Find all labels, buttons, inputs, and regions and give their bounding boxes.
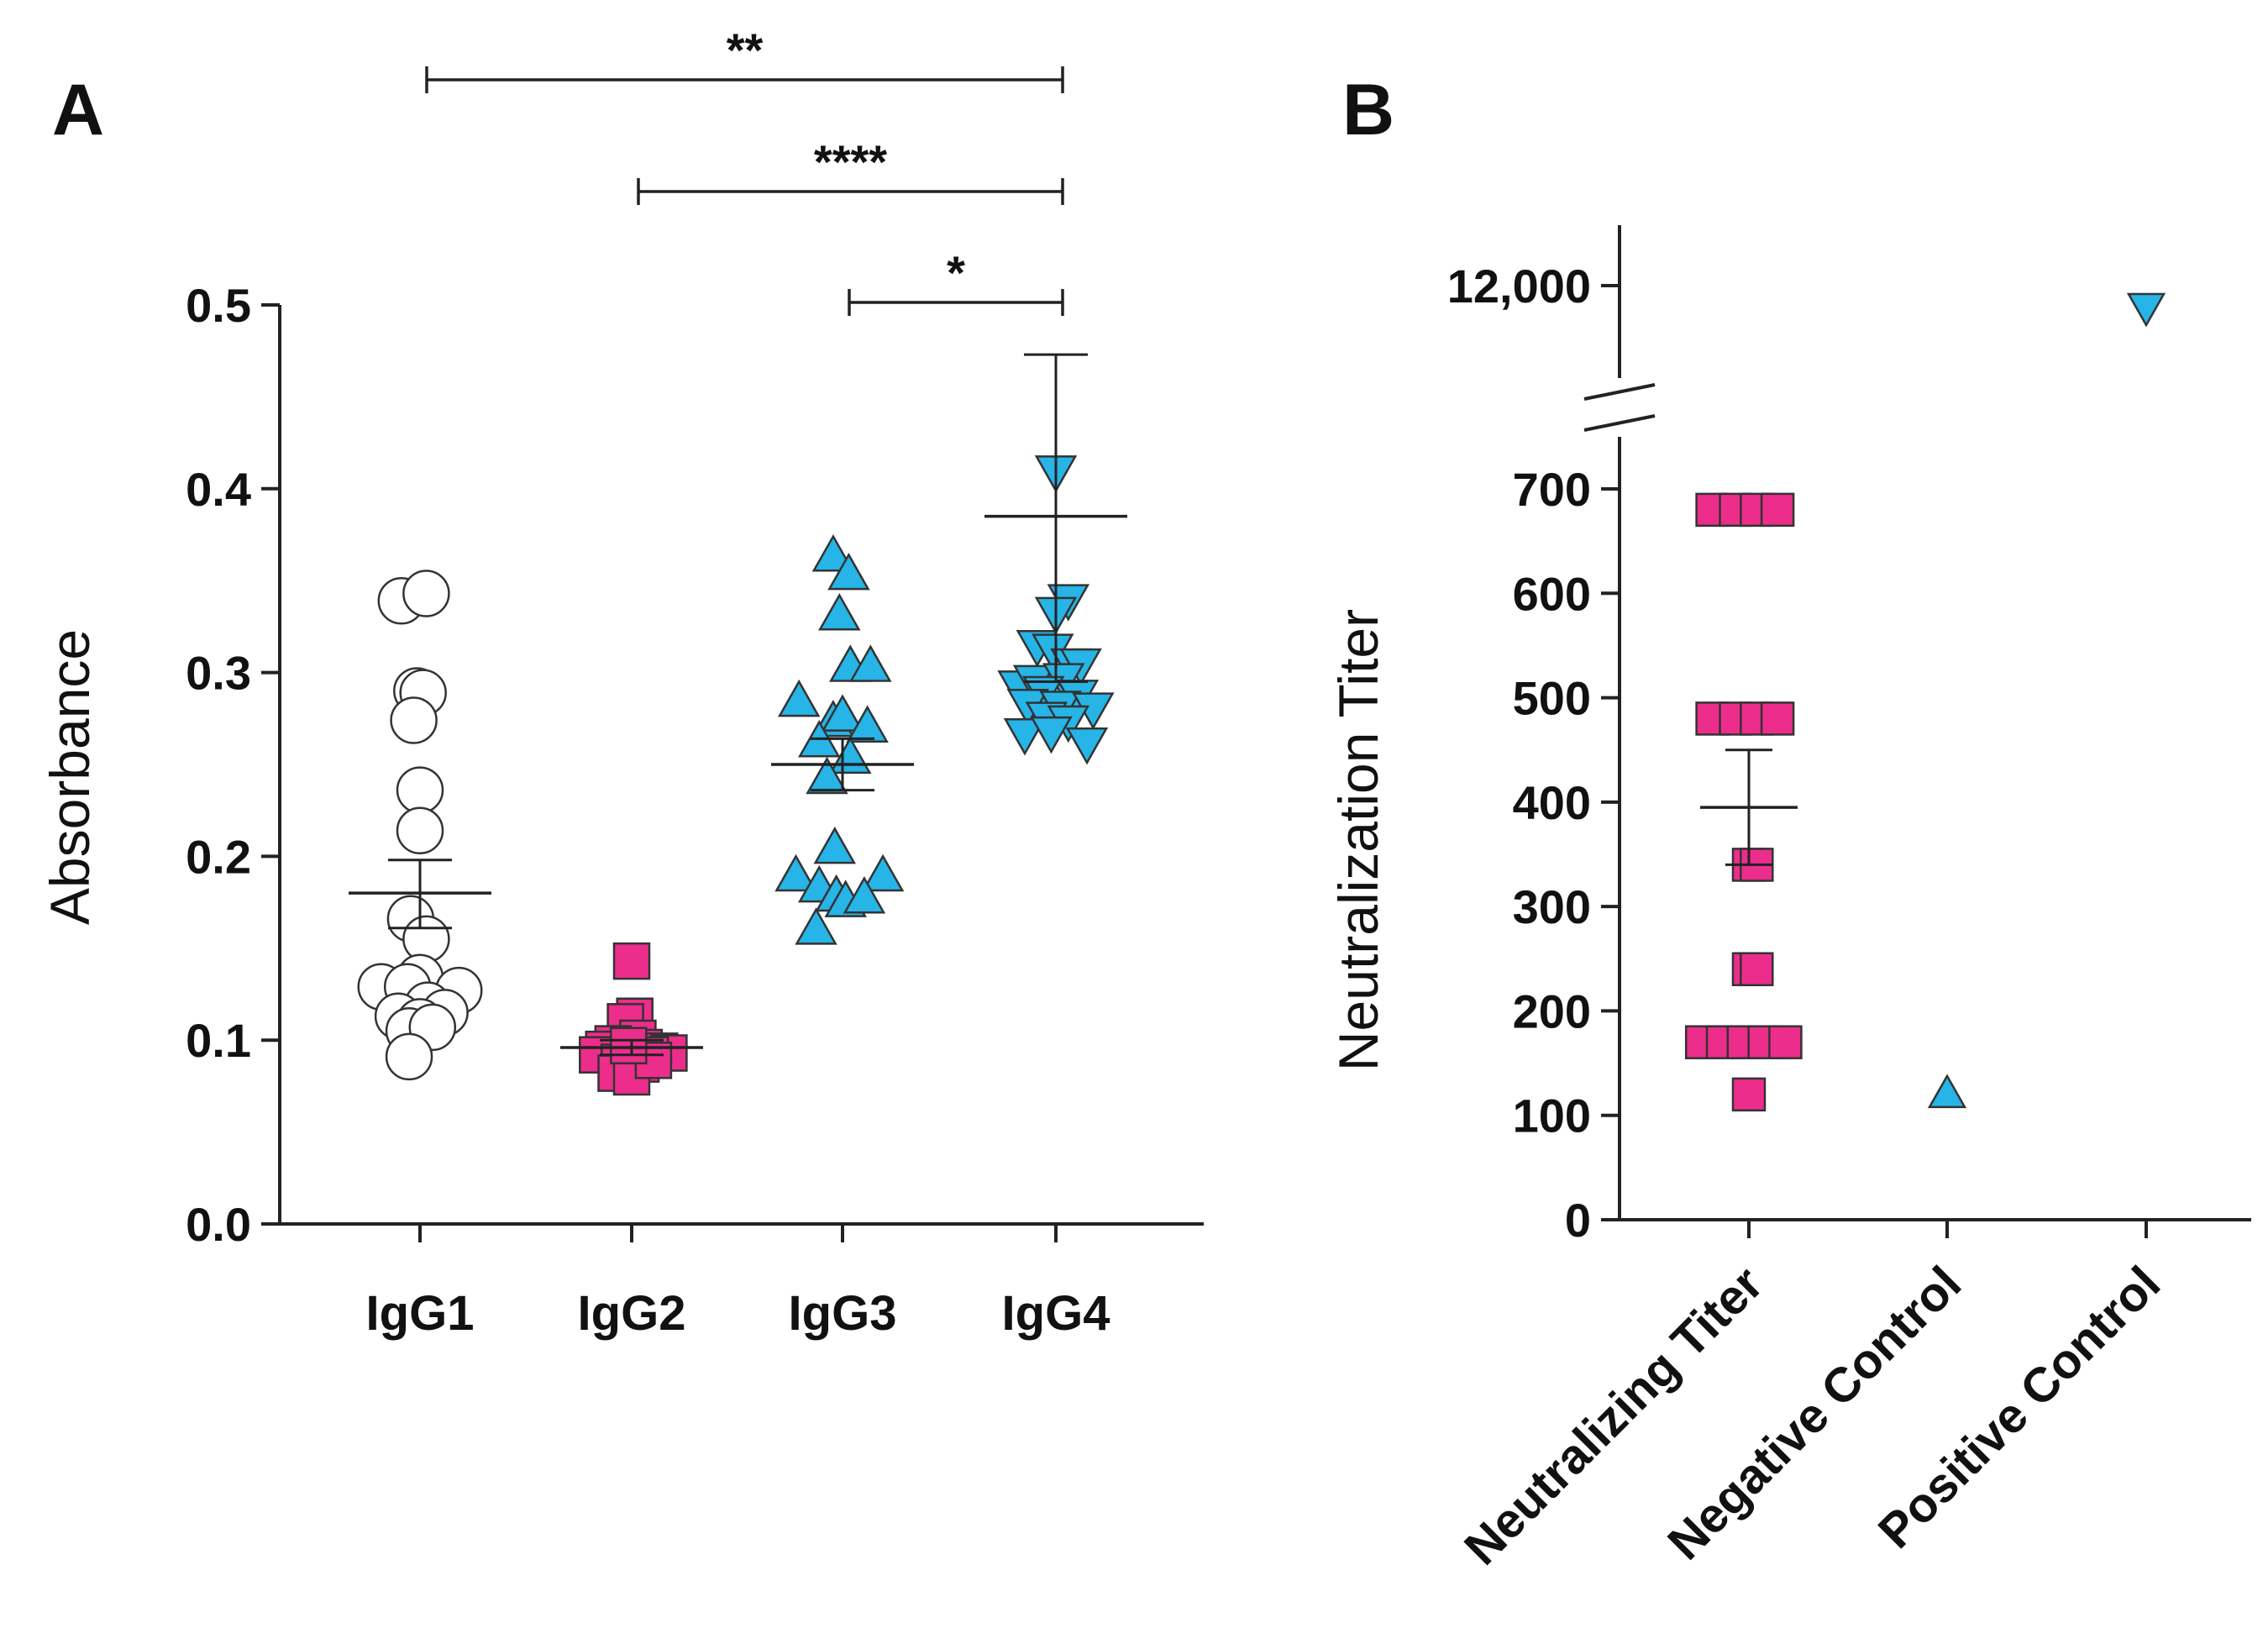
panel-b-negative-control-point (1927, 1074, 1967, 1109)
panel-b-positive-control-point (2126, 292, 2166, 328)
panel-b-y-tick-label: 300 (1513, 880, 1591, 933)
panel-b-y-tick-label: 100 (1513, 1090, 1591, 1142)
panel-a-igg3-point (777, 679, 821, 717)
panel-a: A Absorbance 0.0 0.1 0.2 0.3 0.4 0.5 IgG1 IgG2 I… (39, 24, 1204, 1341)
panel-a-igg3-point (827, 552, 870, 591)
panel-a-mean-error-bars (349, 353, 1127, 1057)
panel-b-axis-break-mark (1583, 414, 1656, 432)
panel-b-y-tick-label: 200 (1513, 985, 1591, 1037)
panel-b-y-tick-label: 12,000 (1447, 260, 1591, 312)
panel-a-significance-brackets: ******* (425, 24, 1064, 316)
panel-b-neutralizing-titer-point (1740, 952, 1774, 986)
panel-a-igg3-point (818, 593, 861, 631)
panel-a-igg2-point (610, 1027, 648, 1065)
panel-b-axis-break-mark (1583, 383, 1656, 401)
panel-b-neutralizing-titer-point (1731, 1077, 1767, 1112)
panel-b-y-tick-label: 400 (1513, 776, 1591, 829)
panel-a-igg1-point (396, 806, 444, 855)
panel-a-y-tick-label: 0.4 (186, 463, 251, 516)
panel-a-igg3-point (846, 705, 889, 743)
panel-b-y-tick-label: 600 (1513, 567, 1591, 620)
panel-a-y-tick-label: 0.5 (186, 279, 251, 332)
significance-label: ** (727, 24, 764, 76)
panel-b-letter: B (1342, 70, 1394, 150)
panel-a-y-tick-label: 0.0 (186, 1198, 251, 1251)
panel-b-mean-error-bars (1700, 748, 1798, 866)
panel-b-data-points (1684, 292, 2166, 1112)
panel-a-igg3-point (813, 826, 856, 864)
panel-a-y-axis-title: Absorbance (39, 629, 101, 925)
panel-b-y-tick-label: 500 (1513, 672, 1591, 725)
panel-a-igg3-point (795, 907, 837, 945)
panel-a-igg3-point (861, 853, 905, 892)
panel-b-y-tick-label: 700 (1513, 463, 1591, 516)
panel-a-igg3-point (806, 756, 848, 795)
panel-a-igg1-point (385, 1032, 433, 1081)
panel-a-igg1-point (390, 696, 438, 744)
panel-b-neutralizing-titer-point (1760, 701, 1795, 736)
significance-label: * (947, 246, 965, 299)
significance-label: **** (814, 135, 887, 188)
panel-a-y-tick-label: 0.3 (186, 647, 251, 700)
panel-b-neutralizing-titer-point (1760, 492, 1795, 528)
panel-a-igg4-point (1030, 716, 1073, 754)
panel-a-x-tick-label: IgG3 (789, 1286, 897, 1341)
panel-a-igg3-point (849, 644, 892, 682)
panel-b-axes: 010020030040050060070012,000Neutralizing… (1447, 225, 2251, 1575)
panel-a-letter: A (52, 70, 104, 150)
panel-a-igg3-point (774, 853, 817, 892)
panel-a-igg4-point (1065, 727, 1109, 765)
panel-b-neutralizing-titer-point (1768, 1025, 1803, 1059)
panel-a-igg4-point (1003, 718, 1047, 756)
panel-a-y-tick-label: 0.2 (186, 830, 251, 883)
panel-b: B Neutralization Titer 0 100 200 300 400 500 6… (1327, 70, 2251, 1575)
panel-a-x-tick-label: IgG1 (366, 1286, 475, 1341)
panel-a-y-tick-label: 0.1 (186, 1014, 251, 1067)
panel-a-igg1-point (402, 570, 450, 617)
panel-b-y-axis-title: Neutralization Titer (1327, 609, 1389, 1071)
panel-a-igg1-point (396, 766, 444, 814)
panel-b-y-tick-label: 0 (1565, 1194, 1591, 1247)
panel-a-x-tick-label: IgG4 (1002, 1286, 1110, 1341)
panel-a-x-tick-label: IgG2 (578, 1286, 686, 1341)
panel-a-axes: 0.0 0.1 0.2 0.3 0.4 0.5 IgG1 IgG2 IgG3 IgG4 (186, 279, 1204, 1341)
panel-a-igg3-point (821, 694, 864, 732)
panel-a-igg3-point (811, 534, 855, 572)
panel-a-igg3-point (843, 875, 886, 914)
panel-a-data-points (357, 455, 1115, 1096)
panel-a-igg2-point (612, 942, 651, 980)
